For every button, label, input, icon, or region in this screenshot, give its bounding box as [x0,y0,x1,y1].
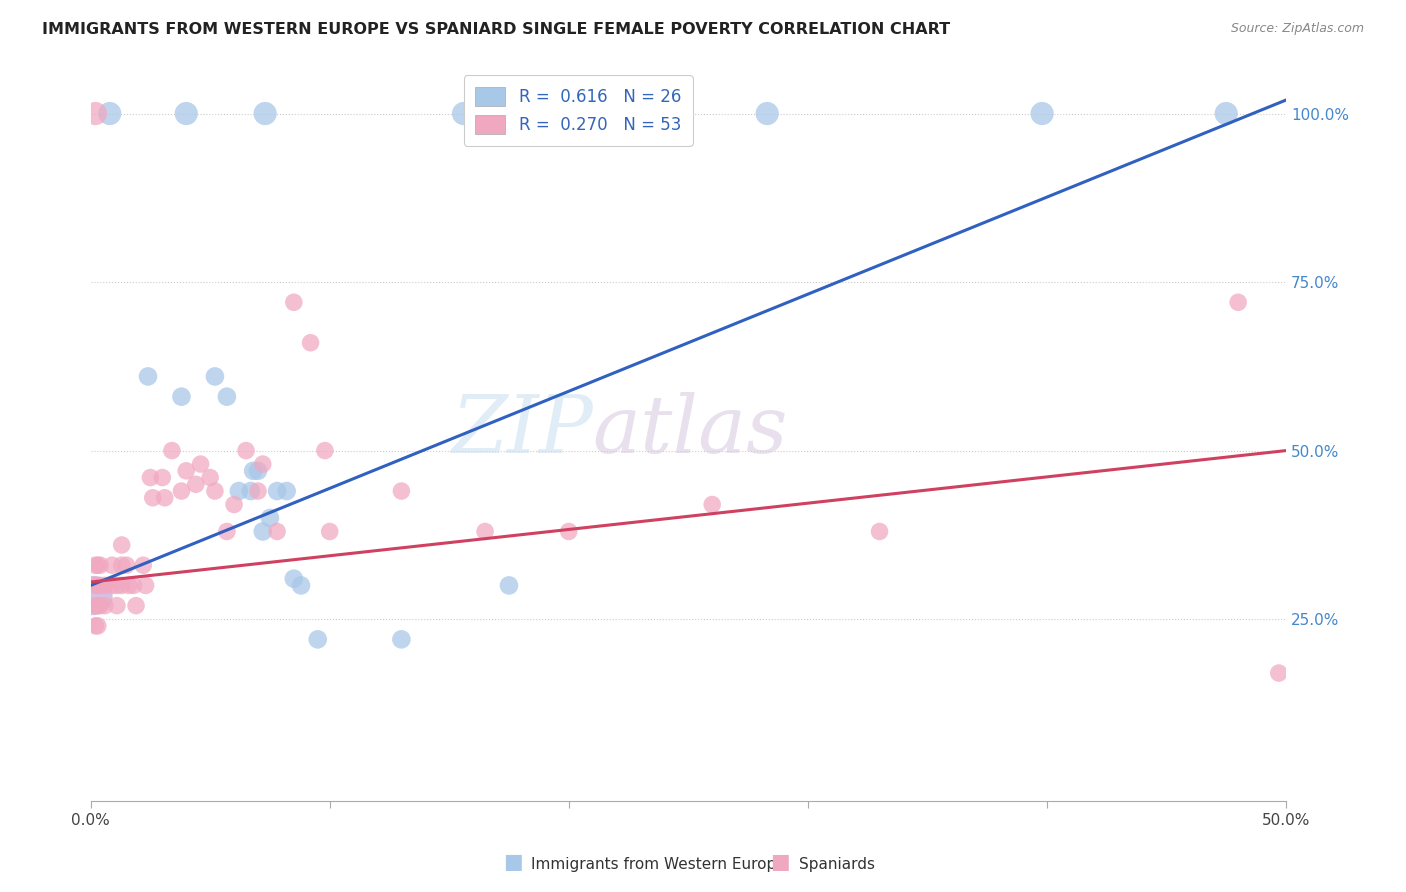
Point [222,498,245,512]
Point [1031,106,1053,120]
Point [266,524,288,539]
Text: Immigrants from Western Europe: Immigrants from Western Europe [531,857,786,872]
Point [259,511,281,525]
Point [252,457,274,471]
Point [84,106,107,120]
Point [115,558,138,573]
Point [87,599,110,613]
Point [105,578,128,592]
Point [254,106,277,120]
Point [246,483,269,498]
Point [215,390,238,404]
Point [1268,666,1291,681]
Point [307,632,329,647]
Point [1215,106,1237,120]
Point [266,483,288,498]
Point [204,369,226,384]
Point [558,524,581,539]
Point [474,524,496,539]
Point [252,524,274,539]
Point [87,558,110,573]
Point [122,578,145,592]
Point [94,599,117,613]
Point [198,470,221,484]
Point [150,470,173,484]
Point [276,483,298,498]
Point [84,619,107,633]
Text: ■: ■ [770,853,790,872]
Point [174,106,197,120]
Point [82,589,104,603]
Point [498,578,520,592]
Text: Spaniards: Spaniards [799,857,875,872]
Point [228,483,250,498]
Point [190,457,212,471]
Point [135,578,157,592]
Point [98,106,121,120]
Point [89,599,111,613]
Text: ■: ■ [503,853,523,872]
Point [170,483,193,498]
Point [125,599,148,613]
Point [299,335,322,350]
Point [453,106,475,120]
Point [94,578,117,592]
Point [142,491,165,505]
Point [84,558,107,573]
Point [89,578,111,592]
Point [215,524,238,539]
Point [105,599,128,613]
Point [174,464,197,478]
Point [869,524,891,539]
Point [170,390,193,404]
Point [89,558,111,573]
Point [136,369,159,384]
Point [389,632,412,647]
Text: IMMIGRANTS FROM WESTERN EUROPE VS SPANIARD SINGLE FEMALE POVERTY CORRELATION CHA: IMMIGRANTS FROM WESTERN EUROPE VS SPANIA… [42,22,950,37]
Point [246,464,269,478]
Point [101,578,124,592]
Point [290,578,312,592]
Point [1227,295,1250,310]
Point [84,578,107,592]
Point [235,443,257,458]
Point [702,498,724,512]
Point [242,464,264,478]
Point [84,599,107,613]
Point [283,572,305,586]
Point [111,578,134,592]
Point [160,443,183,458]
Point [389,483,412,498]
Point [184,477,207,491]
Point [283,295,305,310]
Point [132,558,155,573]
Point [756,106,779,120]
Text: atlas: atlas [593,392,787,469]
Text: ZIP: ZIP [451,392,593,469]
Point [111,538,134,552]
Point [101,558,124,573]
Text: Source: ZipAtlas.com: Source: ZipAtlas.com [1230,22,1364,36]
Point [118,578,141,592]
Point [111,558,134,573]
Point [139,470,162,484]
Legend: R =  0.616   N = 26, R =  0.270   N = 53: R = 0.616 N = 26, R = 0.270 N = 53 [464,75,693,145]
Point [87,578,110,592]
Point [239,483,262,498]
Point [153,491,176,505]
Point [318,524,340,539]
Point [314,443,336,458]
Point [204,483,226,498]
Point [87,619,110,633]
